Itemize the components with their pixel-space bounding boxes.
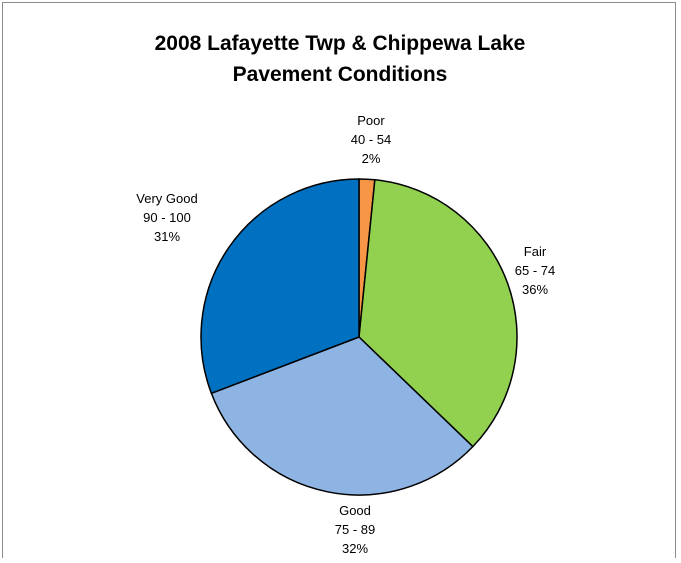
data-label-very-good-range: 90 - 100: [143, 210, 191, 225]
data-label-poor-range: 40 - 54: [351, 132, 391, 147]
data-label-fair-category: Fair: [524, 244, 547, 259]
data-label-good-percent: 32%: [342, 541, 368, 556]
data-label-poor-percent: 2%: [362, 151, 381, 166]
pie-labels: Poor 40 - 54 2% Fair 65 - 74 36% Good 75 - 89 32…: [136, 113, 555, 556]
pie-slice-very-good: [200, 178, 360, 395]
chart-title-line-2: Pavement Conditions: [233, 63, 448, 86]
pie-slice-good: [210, 336, 474, 496]
data-label-poor-category: Poor: [357, 113, 385, 128]
data-label-very-good-category: Very Good: [136, 191, 197, 206]
data-label-very-good-percent: 31%: [154, 229, 180, 244]
data-label-fair-percent: 36%: [522, 282, 548, 297]
pie-slices: [200, 178, 518, 496]
data-label-good-range: 75 - 89: [335, 522, 375, 537]
pie-slice-fair: [358, 179, 518, 448]
data-label-good-category: Good: [339, 503, 371, 518]
chart-title-line-1: 2008 Lafayette Twp & Chippewa Lake: [155, 32, 526, 55]
data-label-fair-range: 65 - 74: [515, 263, 555, 278]
